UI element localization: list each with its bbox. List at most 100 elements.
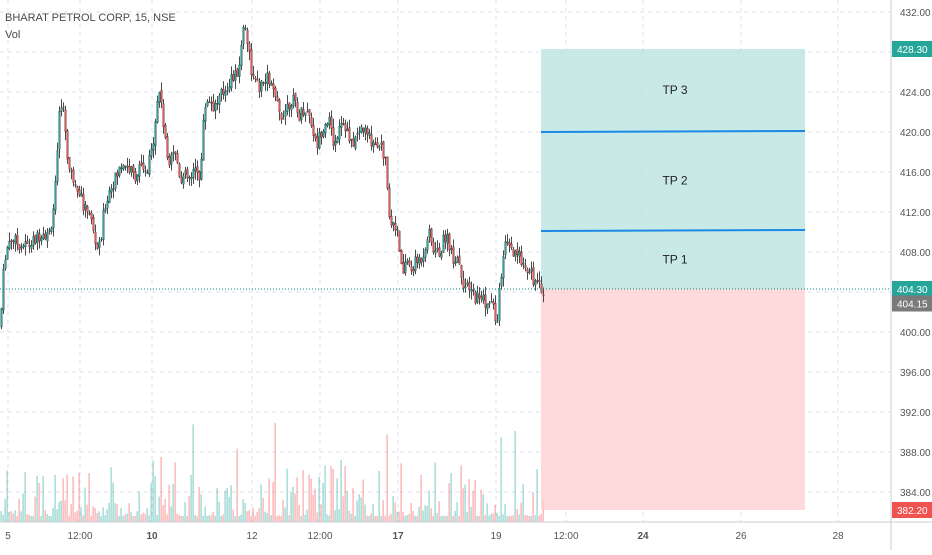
candle-body [272,83,275,90]
volume-bar [80,507,82,522]
volume-bar [60,500,62,522]
volume-bar [270,515,272,522]
stop-price-badge [892,502,932,518]
volume-bar [304,514,306,522]
volume-bar [104,515,106,522]
volume-bar [460,465,462,522]
volume-bar [106,509,108,522]
candle-body [258,82,261,93]
volume-bar [256,512,258,522]
volume-bar [90,515,92,522]
candle-body [70,170,73,172]
candle-body [512,248,515,257]
candle-body [310,117,313,126]
symbol-legend[interactable]: BHARAT PETROL CORP, 15, NSE [5,12,176,24]
volume-bar [358,494,360,522]
candle-body [536,280,539,282]
candle-body [264,81,267,84]
volume-legend[interactable]: Vol [5,29,21,41]
candle-body [148,155,151,175]
long-position-tool[interactable]: TP 1 TP 2 TP 3 [540,49,806,510]
volume-bar [212,511,214,522]
volume-bar [396,511,398,522]
candle-body [300,107,303,120]
candle-body [68,157,71,170]
volume-bar [112,482,114,522]
candle-body [170,154,173,165]
volume-bar [188,496,190,522]
volume-bar [234,515,236,522]
candle-body [390,215,393,226]
volume-bar [26,514,28,522]
volume-bar [192,424,194,522]
volume-bar [276,516,278,522]
price-tick-label: 432.00 [900,8,931,19]
candle-body [366,128,369,135]
candle-body [326,123,329,126]
candle-body [392,222,395,226]
candle-body [194,167,197,172]
candle-body [488,303,491,305]
candle-body [162,103,165,128]
target-zone [541,49,805,289]
candle-body [476,292,479,303]
volume-bar [342,496,344,522]
volume-bar [454,511,456,522]
candle-body [286,103,289,112]
candle-body [246,29,249,44]
volume-bar [306,509,308,522]
volume-bar [70,504,72,522]
volume-bar [448,483,450,522]
volume-bar [542,499,544,522]
volume-bar [128,503,130,522]
price-axis[interactable]: 432.00428.00424.00420.00416.00412.00408.… [890,0,932,550]
volume-bar [166,514,168,522]
volume-bar [408,513,410,522]
volume-bar [398,511,400,522]
candle-body [478,294,481,298]
candle-body [446,234,449,244]
candle-body [196,166,199,173]
volume-bar [16,515,18,522]
volume-bar [326,514,328,522]
price-tick-label: 420.00 [900,128,931,139]
volume-bar [458,515,460,522]
candle-body [334,141,337,146]
volume-bar [526,515,528,522]
candle-body [116,172,119,177]
candle-body [204,107,207,122]
volume-bar [524,515,526,522]
candle-body [216,103,219,105]
volume-bar [156,515,158,522]
candle-body [528,271,531,274]
volume-bar [470,506,472,522]
candle-body [166,136,169,159]
volume-bar [520,502,522,522]
volume-bar [100,515,102,522]
volume-bar [250,515,252,522]
volume-bar [282,499,284,522]
volume-bar [194,514,196,522]
candle-body [74,184,77,186]
volume-bar [510,515,512,522]
volume-bar [346,490,348,522]
volume-bar [494,504,496,522]
volume-bar [88,473,90,522]
volume-bar [94,507,96,522]
time-axis[interactable]: 5 12:00 10 12 12:00 17 19 12:00 24 26 28 [0,521,932,542]
volume-bar [472,490,474,522]
candle-body [396,229,399,231]
volume-bar [446,515,448,522]
candle-body [498,287,501,321]
volume-bar [532,492,534,522]
candle-body [494,303,497,322]
volume-bar [134,516,136,522]
volume-bar [190,475,192,522]
volume-bar [224,490,226,522]
volume-bar [198,486,200,522]
volume-bar [486,503,488,522]
volume-bar [102,507,104,522]
volume-bar [392,496,394,522]
